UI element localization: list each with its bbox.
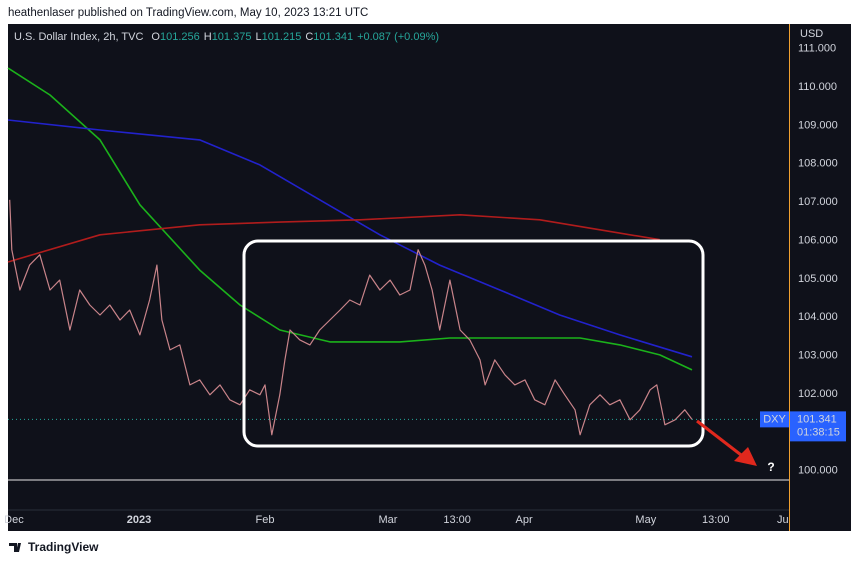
- y-tick-label: 110.000: [798, 81, 837, 93]
- y-tick-label: 106.000: [798, 234, 838, 246]
- legend-key: L: [255, 31, 261, 43]
- legend-value: 101.341: [313, 31, 353, 43]
- countdown-label: 01:38:15: [797, 426, 840, 438]
- legend-key: H: [204, 31, 212, 43]
- y-tick-label: 108.000: [798, 158, 838, 170]
- plot: [7, 67, 790, 436]
- y-tick-label: 100.000: [798, 465, 838, 477]
- x-tick-label: 13:00: [702, 514, 730, 526]
- legend-key: O: [151, 31, 160, 43]
- x-tick-label: Feb: [256, 514, 275, 526]
- y-tick-label: 105.000: [798, 273, 838, 285]
- footer: TradingView: [28, 540, 99, 554]
- x-tick-label: Dec: [4, 514, 24, 526]
- legend-value: 101.256: [160, 31, 200, 43]
- annotation: ?: [767, 460, 774, 474]
- symbol-tag: [760, 411, 789, 428]
- series-line: [9, 199, 693, 436]
- x-tick-label: May: [635, 514, 656, 526]
- y-axis-label: USD: [800, 28, 823, 40]
- price-label: 101.341: [797, 413, 837, 425]
- price-tag: [790, 411, 846, 442]
- legend-value: 101.215: [262, 31, 302, 43]
- legend-title: U.S. Dollar Index, 2h, TVC: [14, 31, 143, 43]
- y-tick-label: 104.000: [798, 311, 838, 323]
- y-tick-label: 111.000: [798, 42, 836, 54]
- symbol-label: DXY: [763, 413, 786, 425]
- x-tick-label: 2023: [127, 514, 151, 526]
- arrow-head: [734, 447, 757, 466]
- y-tick-label: 103.000: [798, 350, 838, 362]
- y-tick-label: 107.000: [798, 196, 838, 208]
- y-tick-label: 109.000: [798, 119, 838, 131]
- y-tick-label: 102.000: [798, 388, 838, 400]
- x-tick-label: Mar: [378, 514, 397, 526]
- arrow-shaft: [696, 419, 746, 460]
- legend-value: 101.375: [212, 31, 252, 43]
- x-tick-label: 13:00: [443, 514, 471, 526]
- header: heathenlaser published on TradingView.co…: [8, 7, 368, 19]
- logo-mark: [9, 543, 21, 552]
- legend: U.S. Dollar Index, 2h, TVC O101.256 H101.3…: [14, 31, 439, 43]
- series-line: [7, 119, 693, 358]
- series-line: [7, 214, 660, 263]
- logo: TradingView: [9, 540, 99, 554]
- legend-key: C: [305, 31, 313, 43]
- x-tick-label: Apr: [516, 514, 533, 526]
- highlight-box: [242, 239, 705, 448]
- chart-panel: [8, 24, 851, 531]
- legend-text: U.S. Dollar Index, 2h, TVC O101.256 H101.3…: [14, 31, 439, 43]
- x-tick-label: Ju: [777, 514, 789, 526]
- legend-change: +0.087 (+0.09%): [357, 31, 439, 43]
- series-line: [7, 67, 693, 371]
